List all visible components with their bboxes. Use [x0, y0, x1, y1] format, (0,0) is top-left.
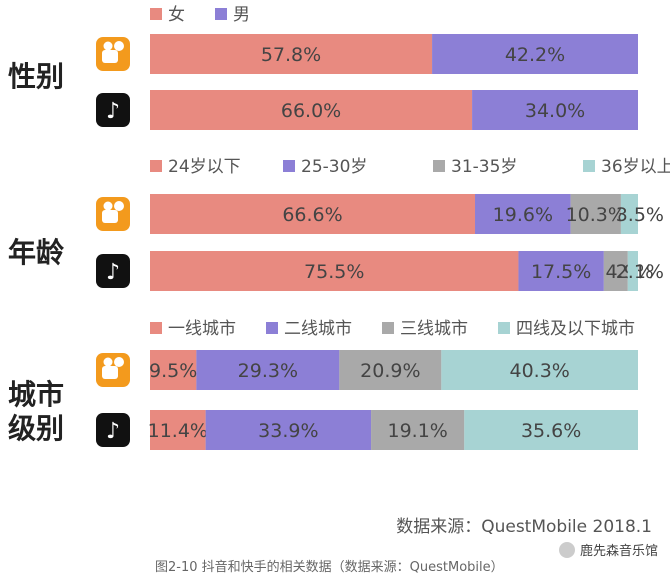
- bar-segment: [627, 251, 638, 291]
- bar-value-label: 11.4%: [148, 420, 208, 442]
- bar-value-label: 19.1%: [387, 420, 447, 442]
- bar-value-label: 35.6%: [521, 420, 581, 442]
- bar-value-label: 20.9%: [360, 360, 420, 382]
- legend-label: 女: [168, 5, 185, 25]
- legend-label: 31-35岁: [451, 157, 517, 177]
- legend-label: 36岁以上: [601, 157, 670, 177]
- bar-value-label: 66.6%: [282, 204, 342, 226]
- bar-segment: [150, 34, 433, 74]
- douyin-icon-glyph: ♪: [106, 260, 120, 285]
- bar-segment: [150, 194, 476, 234]
- bar-value-label: 33.9%: [258, 420, 318, 442]
- legend-label: 二线城市: [284, 319, 352, 339]
- bar-value-label: 17.5%: [531, 261, 591, 283]
- bar-value-label: 2.1%: [616, 261, 664, 283]
- data-source: 数据来源：QuestMobile 2018.1: [396, 517, 652, 537]
- figure-caption: 图2-10 抖音和快手的相关数据（数据来源：QuestMobile）: [155, 560, 504, 575]
- group-label-city-line1: 城市: [8, 378, 65, 411]
- group-label-age: 年龄: [8, 236, 65, 269]
- kuaishou-icon-lens: [114, 357, 124, 367]
- legend-swatch: [283, 160, 295, 172]
- wechat-icon: [558, 541, 575, 558]
- legend-swatch: [583, 160, 595, 172]
- legend-swatch: [150, 322, 162, 334]
- bar-segment: [620, 194, 638, 234]
- bar-value-label: 3.5%: [616, 204, 664, 226]
- bar-segment: [150, 410, 206, 450]
- bar-value-label: 66.0%: [281, 100, 341, 122]
- bar-value-label: 34.0%: [525, 100, 585, 122]
- bar-segment: [475, 194, 571, 234]
- bar-segment: [150, 251, 519, 291]
- douyin-icon: [96, 254, 130, 288]
- bar-segment: [205, 410, 372, 450]
- bar-value-label: 19.6%: [493, 204, 553, 226]
- kuaishou-icon-lens: [103, 357, 113, 367]
- bar-value-label: 75.5%: [304, 261, 364, 283]
- legend-label: 25-30岁: [301, 157, 367, 177]
- bar-value-label: 40.3%: [509, 360, 569, 382]
- bar-segment: [150, 350, 197, 390]
- douyin-icon-glyph: ♪: [106, 419, 120, 444]
- legend-swatch: [382, 322, 394, 334]
- bar-segment: [150, 90, 473, 130]
- legend-swatch: [150, 8, 162, 20]
- legend-swatch: [150, 160, 162, 172]
- kuaishou-icon-lens: [114, 201, 124, 211]
- legend-label: 一线城市: [168, 319, 236, 339]
- group-label-city-line2: 级别: [8, 412, 65, 445]
- bar-segment: [441, 350, 638, 390]
- legend-label: 男: [233, 5, 250, 25]
- bar-segment: [339, 350, 442, 390]
- bar-value-label: 9.5%: [149, 360, 197, 382]
- kuaishou-icon-lens: [114, 41, 124, 51]
- bar-value-label: 29.3%: [238, 360, 298, 382]
- bar-value-label: 57.8%: [261, 44, 321, 66]
- legend-swatch: [433, 160, 445, 172]
- kuaishou-icon-lens: [103, 41, 113, 51]
- bar-segment: [472, 90, 638, 130]
- legend-swatch: [266, 322, 278, 334]
- bar-segment: [603, 251, 628, 291]
- watermark-text: 鹿先森音乐馆: [579, 544, 658, 559]
- bar-segment: [371, 410, 465, 450]
- douyin-icon: [96, 413, 130, 447]
- bar-segment: [570, 194, 621, 234]
- legend-label: 四线及以下城市: [516, 319, 635, 339]
- bar-value-label: 42.2%: [505, 44, 565, 66]
- legend-label: 三线城市: [400, 319, 468, 339]
- legend-swatch: [498, 322, 510, 334]
- watermark: 鹿先森音乐馆: [558, 540, 658, 559]
- group-label-gender: 性别: [8, 60, 65, 93]
- kuaishou-icon-body: [102, 50, 118, 63]
- bar-segment: [518, 251, 604, 291]
- legend-swatch: [215, 8, 227, 20]
- kuaishou-icon-lens: [103, 201, 113, 211]
- kuaishou-icon-body: [102, 366, 118, 379]
- bar-segment: [196, 350, 340, 390]
- douyin-icon: [96, 93, 130, 127]
- legend-label: 24岁以下: [168, 157, 241, 177]
- kuaishou-icon-body: [102, 210, 118, 223]
- bar-value-label: 10.3%: [566, 204, 626, 226]
- bar-segment: [464, 410, 638, 450]
- bar-segment: [432, 34, 638, 74]
- douyin-icon-glyph: ♪: [106, 99, 120, 124]
